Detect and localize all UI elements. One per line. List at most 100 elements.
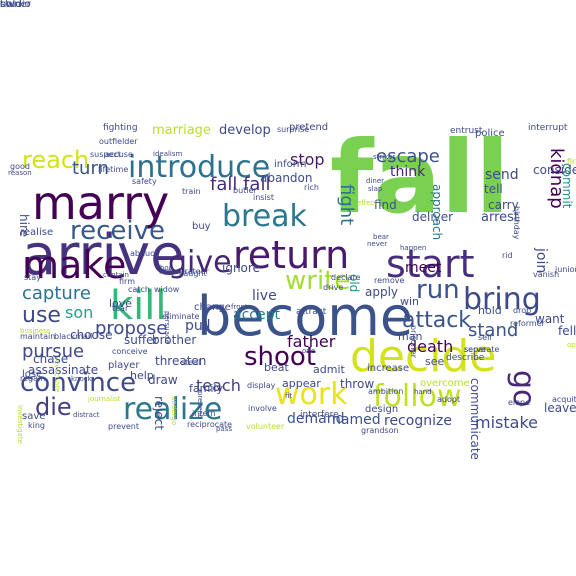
word-carry: carry [488,198,519,212]
word-slap: slap [368,185,383,193]
word-involve: involve [248,404,277,413]
word-help: help [130,369,154,382]
word-design: design [365,404,399,415]
word-deliver: deliver [412,210,454,224]
word-return: return [233,233,350,277]
word-buy: buy [192,221,211,232]
word-recognize: recognize [384,413,452,429]
word-abduct: abduct [130,249,158,258]
word-persuade: persuade [163,311,171,344]
word-bear: bear [373,233,389,241]
word-assassinate: assassinate [28,363,99,377]
word-display: display [247,381,276,390]
word-realize: realize [123,392,223,427]
word-business: business [20,327,51,335]
word-man: man [398,330,423,343]
word-become: become [197,285,414,348]
word-threaten: threaten [155,354,207,368]
word-appear: appear [282,377,321,390]
word-accuse: accuse [105,150,133,159]
word-diner: diner [366,177,385,185]
word-admit: admit [313,363,345,376]
word-send: send [485,167,519,183]
word-give: give [168,245,232,280]
word-fall: fall [330,119,510,236]
word-reject: reject [152,396,166,431]
word-accept: accept [233,307,280,323]
word-follow: follow [373,379,462,414]
word-write: write [285,266,351,296]
word-attract: attract [296,307,327,317]
word-kill: kill [110,283,167,329]
word-describe: describe [446,353,485,363]
word-pursue: pursue [22,341,85,362]
word-hold-small: hold [0,0,22,10]
word-outfielder: outfielder [99,137,138,146]
word-stand: stand [468,320,519,341]
word-draw: draw [148,373,178,387]
word-prevent: prevent [108,422,139,431]
word-idealism: idealism [153,150,183,158]
word-serve: serve [464,345,487,354]
word-good: good [10,162,30,171]
word-maintain: maintain [20,332,56,341]
word-realise: realise [20,227,54,238]
word-save: save [22,411,46,422]
word-bring: bring [463,282,541,317]
word-remove: remove [374,276,405,285]
word-interfere: interfere [300,410,339,420]
word-intern: intern [192,409,216,418]
word-communicate: communicate [468,378,482,460]
word-restaurateur: restaurateur [159,267,209,276]
word-prisoner: prisoner [409,325,418,358]
word-insist: insist [253,193,274,202]
word-change: change [194,302,231,313]
word-think: think [390,164,426,180]
word-escape: escape [376,146,440,167]
word-demand: demand [287,411,345,427]
word-striker: striker [373,153,396,161]
word-arrest: arrest [481,210,520,225]
word-player: player [108,360,140,371]
word-train: train [182,187,201,196]
word-undergo: undergo [170,396,178,426]
word-hold: hold [478,304,502,317]
word-suspect: suspect [90,150,121,159]
word-journalist: journalist [88,395,121,403]
word-interrupt: interrupt [528,123,568,133]
word-marriage: marriage [152,123,211,138]
word-propose: propose [95,318,168,339]
word-tear: tear [112,304,129,313]
word-caught: caught [179,269,207,278]
word-operator: operator [567,341,576,349]
word-adopt: adopt [437,395,461,404]
word-grandson: grandson [361,426,399,435]
word-pass: pass [216,425,233,433]
word-lose: lose [22,369,43,380]
word-break: break [222,199,307,234]
word-son: son [65,303,94,322]
word-see: see [425,355,445,368]
word-distract: distract [73,411,100,419]
word-inform: inform [274,159,307,170]
word-approach: approach [430,184,444,241]
word-entrust: entrust [450,126,483,136]
word-work: work [275,377,348,412]
word-ignore: ignore [222,261,260,275]
word-fit: fit [285,392,293,400]
word-separate: separate [464,345,500,354]
word-turn: turn [72,158,109,179]
word-reformer: reformer [510,319,545,328]
word-throw: throw [340,377,375,391]
word-regain: regain [20,374,46,383]
word-die: die [35,393,72,421]
word-start: start [386,242,475,286]
word-lifetime: lifetime [98,165,129,174]
word-make: make [22,243,127,287]
word-beat: beat [264,361,289,374]
word-stay: stay [24,273,41,282]
word-knock: knock [71,375,92,383]
word-pretend: pretend [289,122,329,133]
word-want: want [535,312,565,326]
